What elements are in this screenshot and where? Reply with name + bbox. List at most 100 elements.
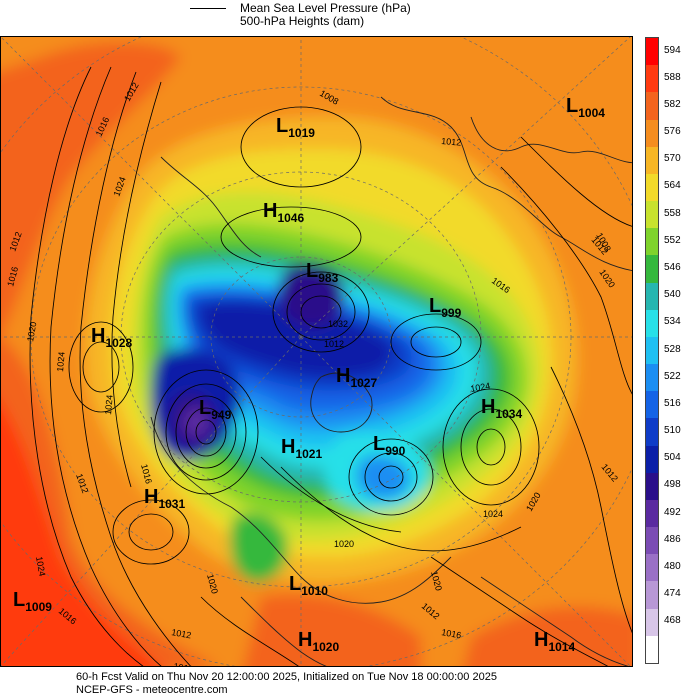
pressure-system-high-central: H1021 xyxy=(281,436,322,461)
isobar-line xyxy=(550,366,632,634)
colorbar-cell xyxy=(646,635,658,664)
isobar-line xyxy=(68,321,134,413)
colorbar-tick-label: 468 xyxy=(664,615,681,627)
pressure-system-low-arctic-north: L1019 xyxy=(276,115,315,140)
legend-line-symbol xyxy=(190,7,226,9)
isobar-label: 1032 xyxy=(328,319,348,329)
pressure-system-low-southwest: L1009 xyxy=(13,589,52,614)
colorbar-cell xyxy=(646,228,658,256)
colorbar-tick-label: 486 xyxy=(664,533,681,545)
coastline-asia xyxy=(380,96,632,271)
isobar-label: 1012 xyxy=(171,627,192,640)
colorbar-cell xyxy=(646,418,658,447)
isobar-line xyxy=(165,383,247,481)
map-panel: L1019 L1004 H1046 L983 L999 H1028 H1027 L949 H10… xyxy=(0,36,633,667)
isobar-line xyxy=(49,66,162,666)
coastline-greenland xyxy=(310,372,373,433)
colorbar-tick-label: 480 xyxy=(664,560,681,572)
fill-498-pole xyxy=(278,263,345,328)
isobar-line xyxy=(476,428,506,466)
isobar-label: 1012 xyxy=(324,339,344,349)
colorbar-tick-label: 570 xyxy=(664,153,681,165)
isobar-line xyxy=(520,136,632,227)
isobar-line xyxy=(286,283,356,341)
isobar-line xyxy=(260,456,402,533)
colorbar-tick-label: 576 xyxy=(664,126,681,138)
map-legend: Mean Sea Level Pressure (hPa) 500-hPa He… xyxy=(190,0,490,30)
pressure-system-low-east-central: L990 xyxy=(373,433,406,458)
height-fill-layer xyxy=(1,37,632,666)
coastline-east-asia xyxy=(160,156,262,258)
isobar-line xyxy=(430,556,609,666)
colorbar-cell xyxy=(646,92,658,121)
fill-522-eastpocket xyxy=(356,455,410,500)
fill-546-tail xyxy=(229,513,289,583)
pressure-system-low-pole: L983 xyxy=(306,260,339,285)
colorbar-cell xyxy=(646,499,658,528)
fill-582-northwest xyxy=(1,42,181,337)
isobar-label: 1024 xyxy=(103,394,115,415)
isobar-line xyxy=(82,341,120,393)
colorbar-cell xyxy=(646,527,658,555)
isobar-line xyxy=(410,326,462,358)
fill-504-pole xyxy=(200,302,393,377)
isobar-label: 1020 xyxy=(334,539,354,549)
colorbar-tick-label: 474 xyxy=(664,588,681,600)
fill-588-pacific xyxy=(1,402,160,666)
isobar-line xyxy=(112,499,190,565)
isobar-line xyxy=(175,395,237,469)
pressure-system-high-south: H1020 xyxy=(298,629,339,654)
colorbar-cell xyxy=(646,119,658,148)
map-canvas: L1019 L1004 H1046 L983 L999 H1028 H1027 L949 H10… xyxy=(1,37,632,667)
isobar-line xyxy=(29,66,144,666)
isobars-layer xyxy=(29,66,632,666)
isobar-line xyxy=(220,206,362,268)
colorbar-tick-label: 564 xyxy=(664,180,681,192)
colorbar-tick-label: 534 xyxy=(664,316,681,328)
colorbar-cell xyxy=(646,282,658,311)
colorbar-tick-label: 546 xyxy=(664,261,681,273)
colorbar-cell xyxy=(646,472,658,501)
isobar-line xyxy=(390,313,482,371)
colorbar-cell xyxy=(646,255,658,284)
pressure-system-high-eastern: H1034 xyxy=(481,396,522,421)
colorbar-tick-label: 528 xyxy=(664,343,681,355)
pressure-systems-layer: L1019 L1004 H1046 L983 L999 H1028 H1027 L949 H10… xyxy=(13,95,605,654)
fill-582-southeast xyxy=(463,606,632,666)
colorbar-tick-label: 582 xyxy=(664,98,681,110)
fill-492-canada xyxy=(182,406,209,438)
isobar-line xyxy=(272,271,370,353)
meridian-line xyxy=(1,37,302,338)
colorbar-tick-label: 522 xyxy=(664,370,681,382)
colorbar-tick-label: 552 xyxy=(664,234,681,246)
colorbar-cell xyxy=(646,391,658,419)
isobar-label: 1024 xyxy=(483,509,503,519)
isobar-line xyxy=(460,408,522,486)
legend-item-mslp: Mean Sea Level Pressure (hPa) xyxy=(190,1,411,15)
coastline-africa xyxy=(480,576,629,666)
isobar-label: 1016 xyxy=(173,661,194,667)
coastline-south-america xyxy=(240,596,327,666)
isobar-line xyxy=(79,71,192,666)
isobar-line xyxy=(111,81,162,488)
colorbar-cell xyxy=(646,608,658,637)
forecast-valid-line: 60-h Fcst Valid on Thu Nov 20 12:00:00 2… xyxy=(76,671,497,683)
isobar-line xyxy=(500,166,632,395)
source-credit-line: NCEP-GFS - meteocentre.com xyxy=(76,684,228,696)
meridian-line xyxy=(300,336,631,666)
meridian-line xyxy=(1,336,302,666)
isobar-line xyxy=(195,419,217,445)
pressure-system-high-siberia: H1046 xyxy=(263,200,304,225)
colorbar-cell xyxy=(646,146,658,175)
isobar-label: 1012 xyxy=(441,136,462,148)
colorbar-cell xyxy=(646,309,658,338)
pressure-system-low-south: L1010 xyxy=(289,573,328,598)
fill-582-south xyxy=(243,594,421,666)
coastline-north-america xyxy=(150,416,452,604)
isobar-label: 1024 xyxy=(470,381,491,394)
colorbar-tick-label: 588 xyxy=(664,71,681,83)
isobar-line xyxy=(128,513,174,551)
coastlines-layer xyxy=(150,96,632,666)
colorbar-tick-label: 516 xyxy=(664,397,681,409)
legend-item-heights: 500-hPa Heights (dam) xyxy=(240,14,364,28)
